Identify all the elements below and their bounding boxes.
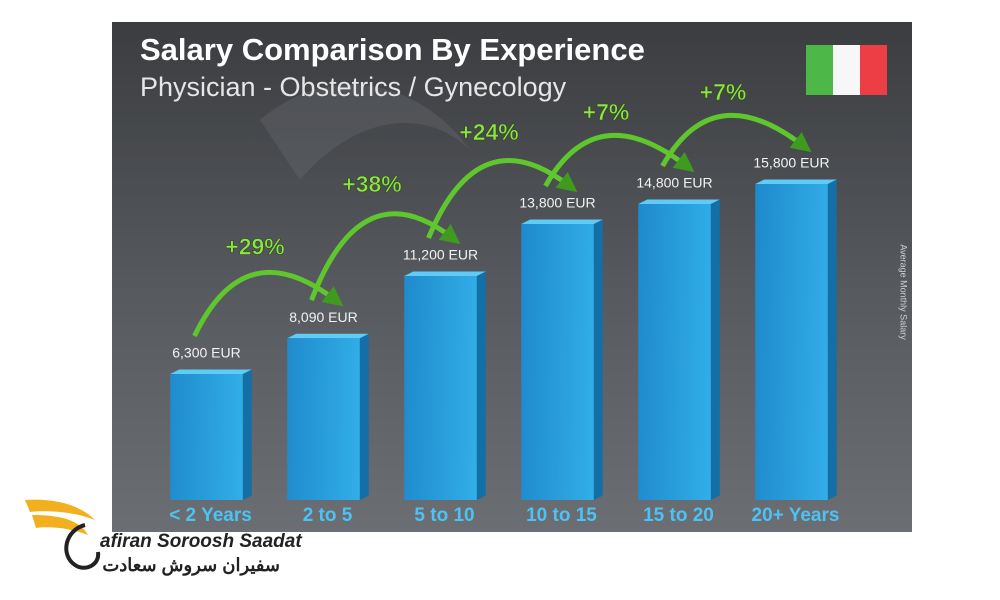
logo-text: afiran Soroosh Saadat	[100, 531, 302, 552]
x-tick-label: 10 to 15	[526, 505, 597, 526]
increase-label: +7%	[700, 79, 747, 105]
chart-subtitle: Physician - Obstetrics / Gynecology	[140, 72, 567, 102]
x-tick-label: 5 to 10	[414, 505, 474, 526]
increase-label: +38%	[342, 171, 401, 197]
increase-arrow	[660, 112, 812, 168]
bar	[170, 374, 243, 500]
bar-top	[638, 199, 720, 204]
increase-arrow	[426, 158, 578, 239]
flag	[806, 45, 887, 95]
x-tick-label: 15 to 20	[643, 505, 714, 526]
value-label: 15,800 EUR	[753, 155, 829, 171]
bar	[755, 184, 828, 500]
watermark	[260, 84, 470, 180]
bar-side	[710, 199, 720, 500]
value-label: 6,300 EUR	[172, 345, 240, 361]
increase-label: +29%	[225, 233, 284, 259]
increase-arrow	[543, 132, 695, 188]
logo-text-persian: سفیران سروش سعادت	[102, 555, 280, 576]
x-tick-label: 20+ Years	[752, 505, 840, 526]
increase-arrow	[309, 211, 461, 302]
bar-top	[287, 333, 369, 339]
x-tick-label: 2 to 5	[303, 505, 353, 526]
bar-top	[521, 219, 603, 224]
bar-top	[755, 179, 837, 184]
y-axis-label: Average Monthly Salary	[899, 244, 909, 340]
logo: afiran Soroosh Saadat سفیران سروش سعادت	[25, 499, 302, 576]
bar	[404, 276, 477, 500]
increase-arrow	[192, 269, 344, 338]
chart-title: Salary Comparison By Experience	[140, 32, 645, 67]
bar-top	[170, 369, 252, 374]
increase-label: +7%	[583, 99, 630, 125]
bar-side	[359, 333, 369, 500]
value-label: 11,200 EUR	[403, 247, 478, 263]
bar-side	[476, 271, 486, 500]
x-tick-label: < 2 Years	[169, 505, 252, 526]
value-label: 13,800 EUR	[519, 195, 595, 211]
bar	[287, 338, 360, 500]
bar-top	[404, 271, 486, 276]
increase-label: +24%	[459, 119, 518, 145]
bar	[638, 204, 711, 500]
bar-side	[593, 219, 603, 500]
bar-side	[827, 179, 837, 500]
bar	[521, 224, 594, 500]
value-label: 14,800 EUR	[636, 175, 712, 191]
bar-side	[242, 369, 252, 500]
value-label: 8,090 EUR	[289, 309, 357, 325]
